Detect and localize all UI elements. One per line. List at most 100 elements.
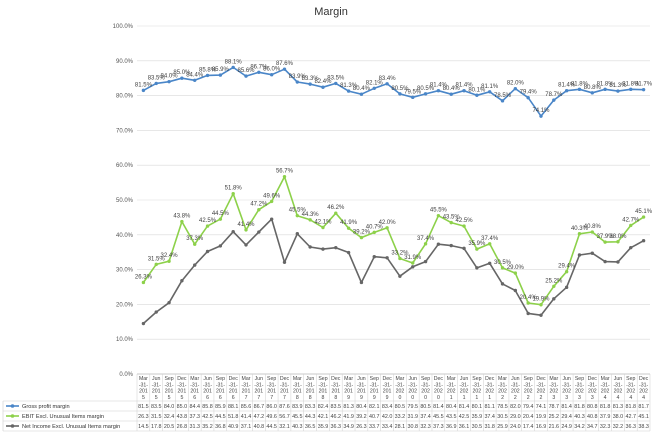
table-cell: 36.5 (305, 424, 316, 430)
table-cell: 56.7 (279, 414, 290, 420)
data-point (269, 199, 274, 204)
table-cell: 45.5 (433, 414, 444, 420)
data-point (462, 89, 466, 93)
series-lines (141, 65, 646, 326)
legend-label: Net Income Excl. Unusual Items margin (22, 424, 120, 430)
data-point (205, 73, 210, 78)
table-cell: 29.4 (561, 414, 572, 420)
data-point (257, 70, 261, 74)
data-label: 44.5% (212, 211, 230, 217)
y-tick-label: 20.0% (116, 302, 134, 308)
data-point (359, 235, 364, 240)
table-cell: 37.9 (600, 414, 611, 420)
table-cell: 32.4 (164, 414, 175, 420)
table-cell: 39.2 (356, 414, 367, 420)
table-cell: 33.4 (382, 424, 393, 430)
data-point (564, 269, 569, 274)
table-cell: 83.4 (382, 404, 393, 410)
data-point (590, 230, 594, 234)
data-point (449, 92, 453, 96)
data-label: 81.8% (622, 81, 640, 87)
table-cell: 86.7 (254, 404, 265, 410)
y-tick-label: 90.0% (116, 59, 134, 65)
data-point (475, 247, 479, 251)
table-cell: 81.3 (343, 404, 354, 410)
data-point (154, 310, 158, 314)
data-point (218, 73, 223, 77)
data-point (167, 259, 171, 263)
data-point (385, 82, 389, 86)
table-cell: 35.9 (472, 414, 483, 420)
table-cell: 31.9 (407, 414, 418, 420)
data-label: 43.5% (443, 215, 461, 221)
table-cell: 32.1 (279, 424, 290, 430)
data-label: 80.5% (417, 86, 435, 92)
data-point (423, 259, 428, 264)
data-label: 86.7% (250, 64, 268, 70)
data-point (282, 260, 287, 264)
data-point (526, 95, 530, 100)
table-cell: 37.3 (189, 414, 200, 420)
table-cell: 44.5 (215, 414, 226, 420)
data-point (539, 114, 543, 118)
x-tick-label: Mar -31-201 5 (139, 376, 148, 401)
chart-title: Margin (314, 6, 348, 18)
y-tick-label: 50.0% (116, 198, 134, 204)
data-label: 42.5% (456, 218, 474, 224)
data-point (334, 211, 338, 215)
data-label: 43.8% (173, 214, 191, 220)
data-point (577, 253, 582, 257)
data-label: 81.4% (558, 83, 576, 89)
table-cell: 83.5 (151, 404, 162, 410)
data-labels: 81.5%83.5%84.0%85.0%84.4%85.8%85.9%88.1%… (135, 59, 653, 302)
series-line (143, 66, 644, 117)
table-cell: 81.4 (459, 404, 470, 410)
x-tick-label: Dec -31-201 7 (280, 376, 290, 401)
table-cell: 80.4 (446, 404, 457, 410)
table-cell: 35.2 (202, 424, 213, 430)
table-cell: 29.0 (510, 414, 521, 420)
table-cell: 38.0 (613, 414, 624, 420)
y-axis-ticks: 0.0% 10.0% 20.0% 30.0% 40.0% 50.0% 60.0% 70.0% 8… (113, 24, 134, 378)
data-point (141, 280, 146, 285)
table-cell: 36.3 (626, 424, 637, 430)
data-label: 78.5% (494, 93, 512, 99)
legend-marker (10, 424, 15, 428)
x-tick-label: Sep -31-201 5 (164, 376, 173, 401)
data-label: 37.4% (481, 236, 499, 242)
data-point (295, 232, 300, 236)
series-line (142, 218, 644, 325)
x-tick-label: Jun -31-201 9 (357, 376, 366, 401)
data-label: 81.3% (340, 83, 358, 89)
data-label: 45.5% (289, 208, 307, 214)
table-cell: 40.8 (587, 414, 598, 420)
x-tick-label: Dec -31-202 2 (536, 376, 546, 401)
data-label: 81.3% (609, 83, 627, 89)
data-label: 20.4% (520, 295, 538, 301)
table-cell: 81.8 (600, 404, 611, 410)
table-cell: 34.9 (343, 424, 354, 430)
data-point (359, 92, 364, 96)
data-label: 49.6% (263, 193, 281, 199)
data-point (513, 288, 518, 293)
data-point (321, 247, 325, 251)
data-point (513, 86, 518, 91)
data-point (564, 89, 569, 93)
table-cell: 40.9 (228, 424, 239, 430)
data-point (616, 260, 620, 264)
data-point (295, 213, 300, 218)
data-point (141, 88, 146, 93)
data-point (257, 208, 261, 212)
data-label: 81.4% (430, 83, 448, 89)
y-tick-label: 30.0% (116, 268, 134, 274)
data-label: 82.4% (314, 79, 332, 85)
data-label: 41.9% (340, 220, 358, 226)
data-label: 31.5% (148, 256, 166, 262)
table-cell: 40.8 (254, 424, 265, 430)
data-label: 81.7% (635, 82, 653, 88)
table-cell: 33.7 (369, 424, 380, 430)
y-tick-label: 0.0% (119, 372, 133, 378)
data-point (564, 285, 569, 290)
data-point (372, 86, 376, 90)
